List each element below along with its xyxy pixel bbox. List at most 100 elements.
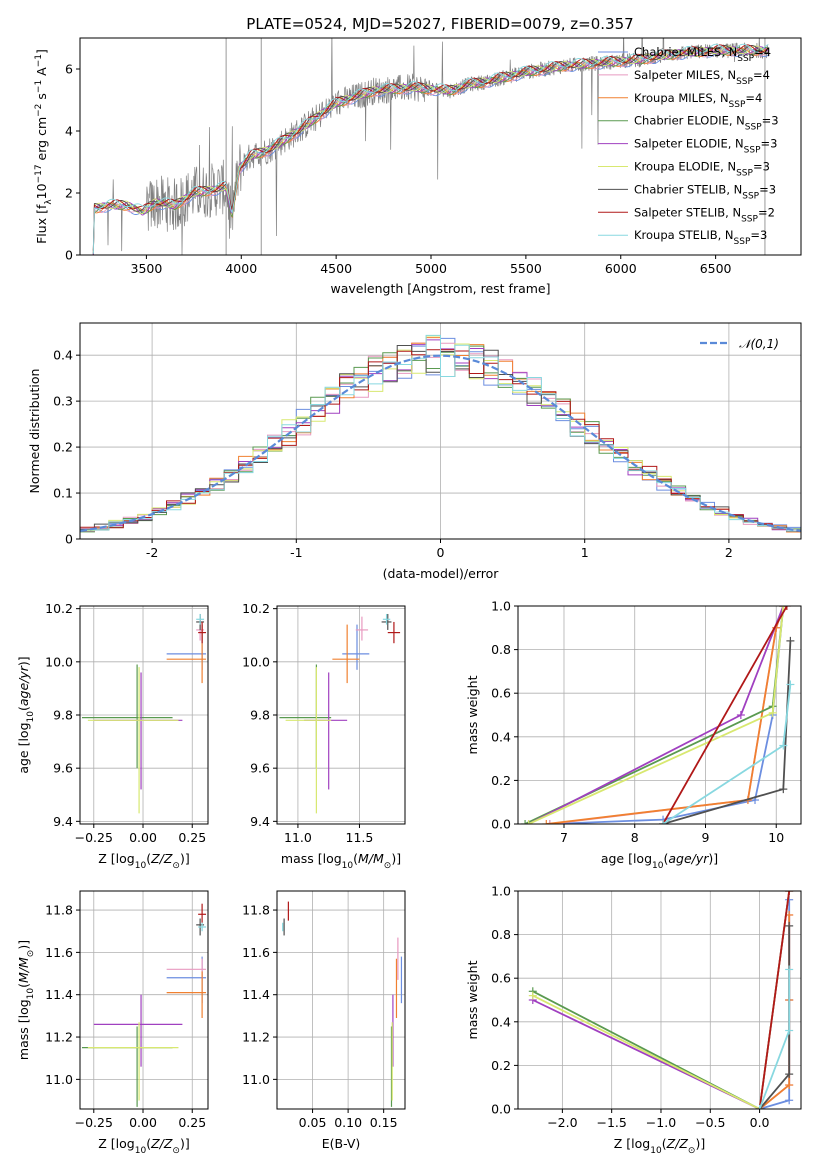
x-axis-label: wavelength [Angstrom, rest frame] — [330, 281, 550, 296]
x-tick-label: −1.0 — [646, 1115, 676, 1130]
x-tick-label: −2.0 — [547, 1115, 577, 1130]
y-tick-label: 11.0 — [242, 1072, 270, 1087]
x-tick-label: 6500 — [700, 261, 732, 276]
y-tick-label: 11.8 — [242, 903, 270, 918]
y-tick-label: 11.4 — [45, 987, 73, 1002]
x-tick-label: 8 — [631, 830, 639, 845]
y-tick-label: 0.8 — [491, 642, 511, 657]
x-tick-label: 0.10 — [334, 1115, 362, 1130]
plot-area — [81, 903, 207, 1107]
x-tick-label: 0.25 — [178, 830, 206, 845]
panel-mass_vs_ebv: 0.05 0.10 0.15 11.0 11.2 11.4 11.6 11.8 E(B-V) — [242, 890, 406, 1151]
x-tick-label: −0.5 — [695, 1115, 725, 1130]
x-tick-label: 0.00 — [129, 830, 157, 845]
x-tick-label: 0.25 — [178, 1115, 206, 1130]
y-tick-label: 10.0 — [242, 654, 270, 669]
y-tick-label: 11.6 — [45, 945, 73, 960]
weight-line — [549, 606, 785, 824]
plot-area — [528, 891, 794, 1109]
y-axis-label: Flux [fλ10−17 erg cm−2 s−1 A−1] — [34, 49, 54, 244]
x-tick-label: 7 — [560, 830, 568, 845]
weight-line — [758, 891, 791, 1109]
x-tick-label: 11.0 — [284, 830, 312, 845]
y-tick-label: 10.2 — [242, 601, 270, 616]
y-tick-label: 0 — [65, 532, 73, 547]
x-axis-label: (data-model)/error — [383, 566, 500, 581]
y-tick-label: 2 — [65, 186, 73, 201]
legend-label: Chabrier STELIB, NSSP=3 — [634, 182, 776, 201]
x-tick-label: −0.25 — [75, 1115, 113, 1130]
weight-line — [528, 606, 785, 824]
x-tick-label: 3500 — [131, 261, 163, 276]
panel-age_vs_mass: 11.0 11.5 9.4 9.6 9.8 10.0 10.2 mass [log10(M/M… — [242, 601, 406, 871]
gaussian-curve — [80, 354, 801, 532]
figure-title: PLATE=0524, MJD=52027, FIBERID=0079, z=0… — [246, 15, 633, 33]
model-spectrum-line — [92, 46, 769, 255]
panel-mass_vs_Z: −0.25 0.00 0.25 11.0 11.2 11.4 11.6 11.8 Z [log1… — [16, 890, 209, 1156]
panel-weight_vs_age: 7 8 9 10 0.0 0.2 0.4 0.6 0.8 1.0 age [log10(age/yr… — [465, 599, 802, 871]
residual-histogram — [80, 334, 801, 532]
plot-area — [279, 613, 401, 814]
x-tick-label: 0.0 — [750, 1115, 770, 1130]
plot-area — [282, 901, 403, 1107]
x-tick-label: 11.5 — [346, 830, 374, 845]
y-tick-label: 0.0 — [491, 1102, 511, 1117]
x-tick-label: -2 — [146, 545, 158, 560]
y-tick-label: 0.8 — [491, 927, 511, 942]
y-tick-label: 0.2 — [491, 1058, 511, 1073]
x-tick-label: 5500 — [510, 261, 542, 276]
legend-label: Salpeter MILES, NSSP=4 — [634, 68, 770, 87]
axes-frame — [517, 890, 802, 1110]
model-spectrum-line — [92, 44, 769, 251]
x-axis-label: mass [log10(M/M⊙)] — [281, 851, 401, 871]
y-tick-label: 0.3 — [53, 394, 73, 409]
y-tick-label: 11.6 — [242, 945, 270, 960]
legend-label: Kroupa MILES, NSSP=4 — [634, 91, 762, 110]
x-axis-label: E(B-V) — [322, 1136, 361, 1151]
y-axis-label: mass [log10(M/M⊙)] — [16, 940, 36, 1060]
legend-label: Kroupa STELIB, NSSP=3 — [634, 228, 767, 247]
y-tick-label: 11.2 — [242, 1030, 270, 1045]
panel-age_vs_Z: −0.25 0.00 0.25 9.4 9.6 9.8 10.0 10.2 Z [log10(Z… — [16, 601, 209, 871]
y-tick-label: 0.2 — [491, 773, 511, 788]
legend-label: Salpeter ELODIE, NSSP=3 — [634, 137, 777, 156]
axes-frame — [79, 890, 209, 1110]
y-tick-label: 9.4 — [53, 814, 73, 829]
x-tick-label: 6000 — [605, 261, 637, 276]
x-tick-label: 0 — [437, 545, 445, 560]
x-tick-label: 1 — [581, 545, 589, 560]
axes-frame — [517, 605, 802, 825]
y-tick-label: 10.2 — [45, 601, 73, 616]
y-tick-label: 9.8 — [250, 708, 270, 723]
panel-spectrum: 3500 4000 4500 5000 5500 6000 6500 0 2 4 6 waveleng… — [34, 37, 802, 296]
y-tick-label: 9.4 — [250, 814, 270, 829]
y-tick-label: 6 — [65, 62, 73, 77]
y-tick-label: 0.4 — [491, 1014, 511, 1029]
y-tick-label: 0.4 — [53, 348, 73, 363]
y-tick-label: 0.2 — [53, 440, 73, 455]
y-axis-label: Normed distribution — [27, 369, 42, 494]
plot-area — [92, 38, 770, 255]
model-spectrum-line — [92, 43, 769, 254]
x-axis-label: age [log10(age/yr)] — [601, 851, 718, 871]
y-tick-label: 9.6 — [250, 761, 270, 776]
weight-line — [549, 606, 785, 824]
legend-label: Chabrier ELODIE, NSSP=3 — [634, 114, 779, 133]
y-axis-label: age [log10(age/yr)] — [16, 656, 36, 773]
y-tick-label: 9.6 — [53, 761, 73, 776]
x-tick-label: 2 — [725, 545, 733, 560]
y-tick-label: 0.4 — [491, 729, 511, 744]
y-tick-label: 9.8 — [53, 708, 73, 723]
plot-area — [81, 613, 207, 814]
y-tick-label: 4 — [65, 124, 73, 139]
weight-line — [546, 606, 785, 824]
y-tick-label: 10.0 — [45, 654, 73, 669]
x-tick-label: 9 — [702, 830, 710, 845]
x-tick-label: 0.05 — [299, 1115, 327, 1130]
axes-frame — [276, 890, 406, 1110]
x-tick-label: 0.00 — [129, 1115, 157, 1130]
weight-line — [662, 606, 788, 824]
x-tick-label: 10 — [768, 830, 784, 845]
y-tick-label: 11.8 — [45, 903, 73, 918]
